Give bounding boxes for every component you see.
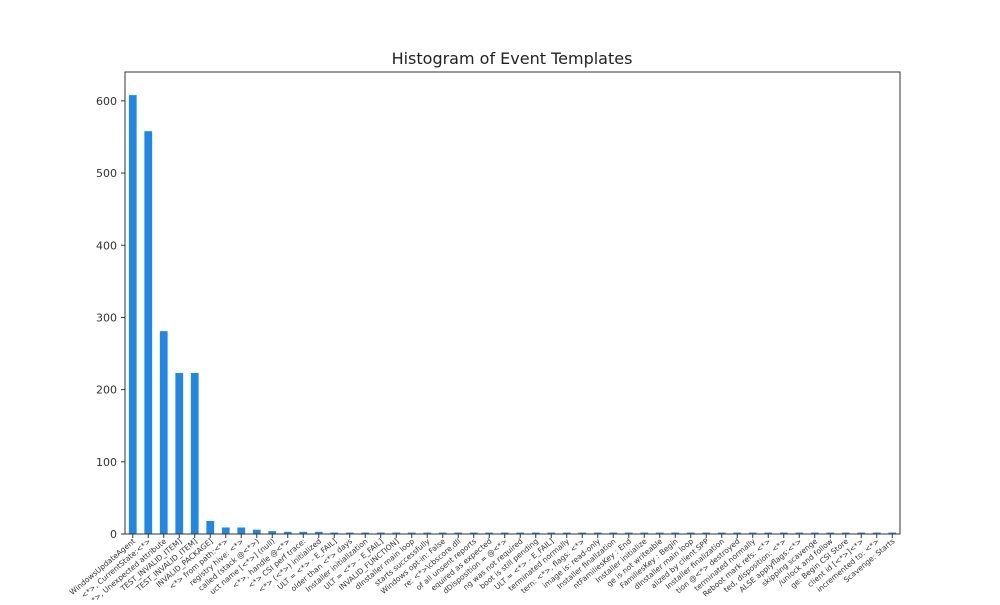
- y-axis: 0 100 200 300 400 500 600: [96, 95, 125, 541]
- y-tick-label: 0: [110, 528, 117, 541]
- y-tick-label: 300: [96, 311, 117, 324]
- bar: [237, 527, 246, 534]
- bar: [485, 532, 494, 534]
- y-tick-label: 100: [96, 456, 117, 469]
- bar: [655, 532, 664, 534]
- bar: [144, 131, 153, 534]
- bar: [128, 95, 137, 534]
- x-axis: WindowsUpdateAgent<*>, CurrentState:<*><…: [68, 534, 897, 605]
- y-tick-label: 200: [96, 384, 117, 397]
- bar: [206, 521, 215, 534]
- chart-title: Histogram of Event Templates: [392, 49, 633, 68]
- bar: [531, 532, 540, 534]
- bar: [609, 532, 618, 534]
- bar: [717, 532, 726, 534]
- bar: [190, 373, 199, 534]
- bar: [454, 532, 463, 534]
- bar: [888, 532, 897, 534]
- bar: [361, 532, 370, 534]
- bar: [221, 527, 230, 534]
- bar: [423, 532, 432, 534]
- bar: [872, 532, 881, 534]
- y-tick-label: 500: [96, 167, 117, 180]
- bar: [593, 532, 602, 534]
- bar: [283, 531, 292, 534]
- bar: [314, 531, 323, 534]
- y-tick-label: 600: [96, 95, 117, 108]
- bar: [810, 532, 819, 534]
- bar: [268, 531, 277, 534]
- bar: [407, 532, 416, 534]
- bar: [733, 532, 742, 534]
- bar: [392, 532, 401, 534]
- bar: [345, 532, 354, 534]
- bar: [159, 331, 168, 534]
- bar: [671, 532, 680, 534]
- bar: [547, 532, 556, 534]
- bar: [516, 532, 525, 534]
- bar: [764, 532, 773, 534]
- bar: [841, 532, 850, 534]
- bar: [299, 531, 308, 534]
- bar: [438, 532, 447, 534]
- bar: [376, 532, 385, 534]
- plot-frame: [124, 71, 901, 535]
- bar: [330, 532, 339, 534]
- bar: [857, 532, 866, 534]
- bar: [686, 532, 695, 534]
- bar: [624, 532, 633, 534]
- bar: [826, 532, 835, 534]
- bar: [578, 532, 587, 534]
- bar: [779, 532, 788, 534]
- bar: [702, 532, 711, 534]
- bar: [795, 532, 804, 534]
- bar: [252, 529, 261, 534]
- bar: [500, 532, 509, 534]
- bars-layer: [128, 95, 897, 534]
- bar: [748, 532, 757, 534]
- bar: [175, 373, 184, 534]
- bar: [562, 532, 571, 534]
- bar: [640, 532, 649, 534]
- bar: [469, 532, 478, 534]
- y-tick-label: 400: [96, 239, 117, 252]
